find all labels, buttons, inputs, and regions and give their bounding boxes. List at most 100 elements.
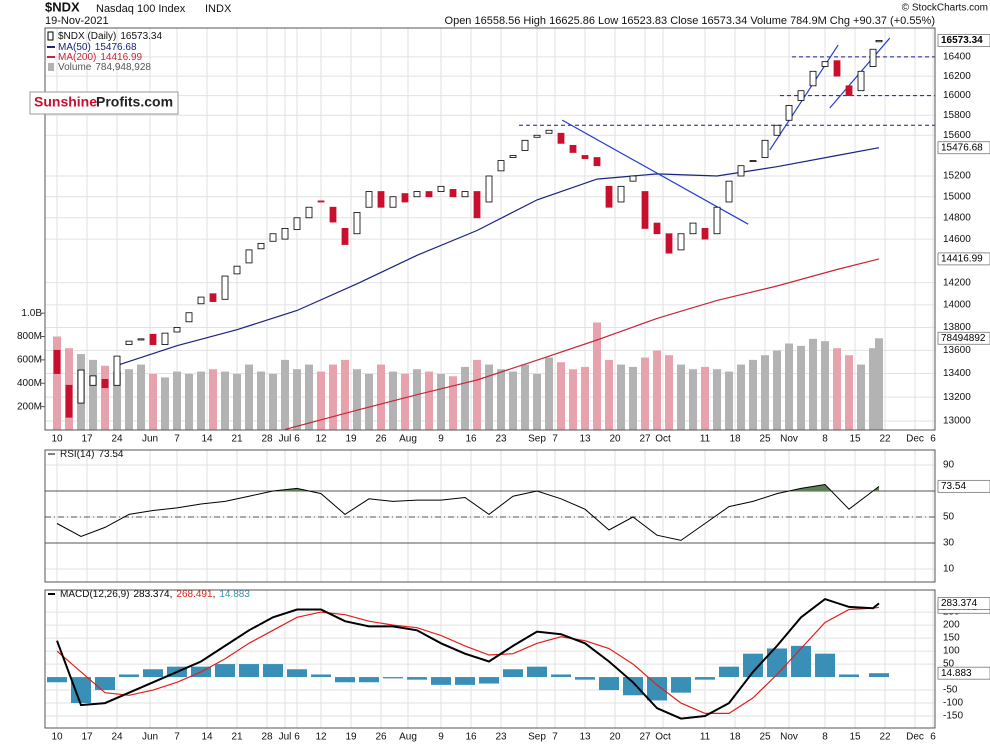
candle-body (401, 193, 409, 203)
volume-bar (761, 355, 770, 430)
macd-histogram-bar (119, 674, 140, 678)
macd-panel-frame (44, 589, 936, 729)
x-tick-label: 8 (822, 732, 828, 743)
x-tick-label: 24 (111, 434, 123, 445)
x-tick-label: 21 (231, 732, 243, 743)
volume-bar (533, 373, 542, 430)
volume-bar (305, 364, 314, 430)
x-tick-label: 24 (111, 732, 123, 743)
x-tick-label: 6 (294, 434, 300, 445)
volume-bar (617, 364, 626, 430)
candle-body (281, 228, 289, 240)
volume-bar (125, 369, 134, 430)
x-tick-label: Sep (528, 434, 546, 445)
volume-bar (221, 371, 230, 430)
legend-entry: $NDX (Daily) 16573.34 (58, 31, 162, 42)
candle-body (197, 296, 205, 305)
x-tick-label: 14 (201, 732, 213, 743)
x-tick-label: 20 (609, 434, 621, 445)
y-tick-label: 13600 (943, 345, 971, 356)
volume-bar (161, 377, 170, 430)
legend-entry: MA(200) 14416.99 (58, 52, 143, 63)
x-tick-label: Oct (655, 732, 671, 743)
macd-histogram-bar (869, 673, 890, 678)
candle-body (749, 160, 757, 162)
x-tick-label: 13 (579, 732, 591, 743)
x-tick-label: 26 (375, 732, 387, 743)
volume-bar (521, 364, 530, 430)
x-tick-label: Nov (780, 732, 798, 743)
value-box (937, 252, 990, 266)
volume-bar (833, 348, 842, 430)
value-box-label: 73.54 (941, 481, 966, 492)
macd-histogram-bar (791, 645, 812, 678)
x-tick-label: 7 (552, 434, 558, 445)
candle-body (185, 312, 193, 323)
y-tick-label: -50 (943, 685, 958, 696)
candle-body (665, 233, 673, 254)
x-tick-label: 6 (930, 732, 936, 743)
title: $NDX (45, 0, 80, 14)
x-tick-label: 11 (700, 732, 711, 743)
volume-bar (857, 364, 866, 430)
date: 19-Nov-2021 (45, 15, 109, 27)
rsi-plot (45, 483, 935, 544)
macd-title-separator: , (213, 589, 216, 600)
macd-plot (47, 597, 890, 720)
macd-histogram-bar (527, 666, 548, 678)
volume-bar (245, 364, 254, 430)
y-tick-label: 13800 (943, 322, 971, 333)
candle-body (785, 105, 793, 121)
x-tick-label: 28 (261, 732, 273, 743)
macd-histogram-bar (143, 669, 164, 678)
candle-body (353, 212, 361, 235)
volume-bar (197, 371, 206, 430)
x-tick-label: Aug (399, 434, 417, 445)
candle-body (821, 61, 829, 67)
volume-bar (509, 371, 518, 430)
macd-histogram-bar (335, 677, 356, 683)
y-tick-label: 100 (943, 646, 960, 657)
macd-histogram-bar (47, 677, 68, 683)
candle-body (869, 48, 877, 67)
candle-body (761, 139, 769, 158)
x-tick-label: 9 (438, 732, 444, 743)
volume-bar (329, 364, 338, 430)
x-tick-label: 23 (495, 732, 507, 743)
value-box-label: 15476.68 (941, 142, 983, 153)
legend-text: Volume (58, 62, 92, 73)
candle-body (581, 155, 589, 159)
source: © StockCharts.com (902, 3, 988, 14)
rsi-overbought (57, 484, 880, 491)
volume-bar (89, 359, 98, 430)
x-tick-label: 27 (639, 732, 651, 743)
candle-body (641, 191, 649, 229)
candle-body (149, 333, 157, 345)
volume-bar (569, 369, 578, 430)
candle-body (533, 134, 541, 138)
exchange: INDX (205, 3, 232, 15)
candle-body (209, 293, 217, 302)
x-tick-label: 17 (81, 732, 93, 743)
y-tick-label: 15200 (943, 171, 971, 182)
candle-body (437, 185, 445, 192)
candle-body (365, 191, 373, 208)
price-plot (53, 37, 935, 430)
candle-body (653, 222, 661, 235)
volume-bar (557, 362, 566, 430)
candle-body (233, 265, 241, 275)
candle-body (425, 191, 433, 198)
volume-bar (677, 364, 686, 430)
rsi-title-text: RSI(14) (60, 449, 94, 460)
x-tick-label: 7 (174, 434, 180, 445)
candle-body (569, 144, 577, 153)
volume-bar (185, 373, 194, 430)
x-tick-label: 15 (849, 434, 861, 445)
y-tick-label: 16000 (943, 90, 971, 101)
logo-part: Sunshine (34, 94, 97, 110)
y-tick-label: 50 (943, 659, 955, 670)
y-tick-label: 13400 (943, 368, 971, 379)
volume-bar (629, 366, 638, 430)
value-box (937, 666, 990, 680)
macd-histogram-bar (695, 677, 716, 680)
